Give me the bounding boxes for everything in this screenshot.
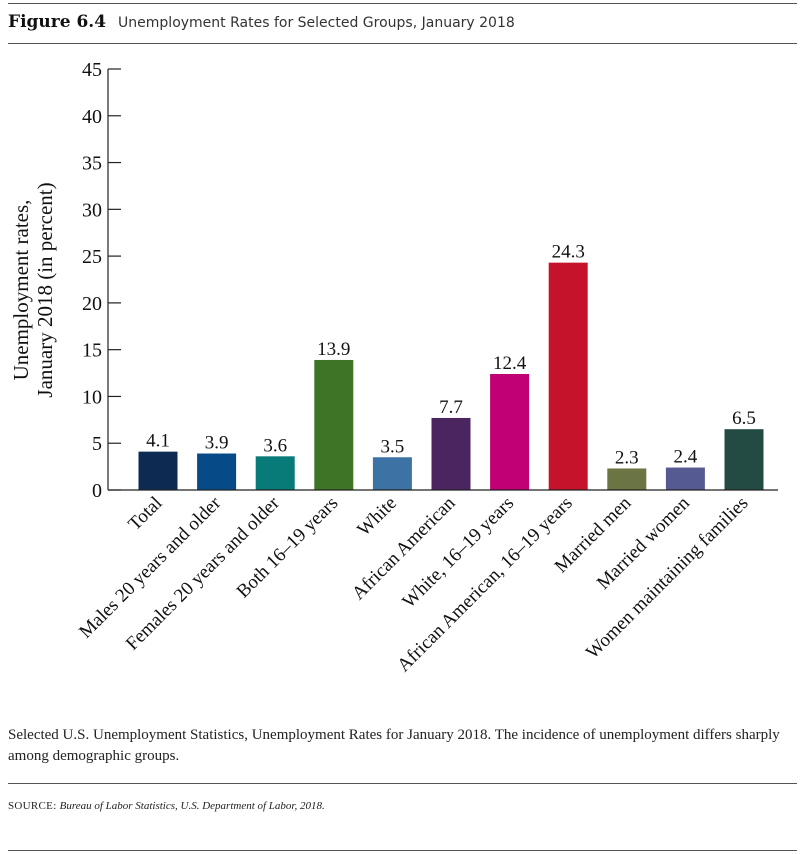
y-tick-label: 20: [82, 293, 102, 315]
source-label: SOURCE:: [8, 800, 60, 812]
y-tick-label: 30: [82, 199, 102, 221]
y-tick-label: 15: [82, 340, 102, 362]
bar: [665, 467, 705, 490]
bar: [314, 359, 354, 490]
header-rule: [8, 43, 797, 44]
x-tick-label: Total: [124, 493, 166, 535]
bar: [724, 429, 764, 490]
figure-title: Unemployment Rates for Selected Groups, …: [118, 15, 515, 31]
y-tick-label: 35: [82, 153, 102, 175]
bar-value-label: 3.9: [205, 433, 229, 454]
bar-value-label: 3.5: [381, 436, 405, 457]
y-axis-title-line-2: January 2018 (in percent): [33, 182, 57, 397]
y-tick-label: 45: [82, 59, 102, 81]
bar-value-label: 13.9: [317, 339, 350, 360]
figure-label: Figure 6.4: [8, 12, 107, 32]
bottom-rule: [8, 850, 797, 851]
figure-caption: Selected U.S. Unemployment Statistics, U…: [8, 727, 780, 764]
y-axis-title-line-1: Unemployment rates,: [9, 200, 33, 381]
x-tick-label: White: [353, 493, 401, 541]
y-tick-label: 0: [92, 480, 102, 502]
bar: [372, 457, 412, 490]
bar-value-label: 7.7: [439, 397, 463, 418]
source-text: Bureau of Labor Statistics, U.S. Departm…: [59, 800, 325, 812]
y-tick-label: 40: [82, 106, 102, 128]
bar: [431, 417, 471, 490]
bar: [548, 262, 588, 490]
y-axis-title: Unemployment rates, January 2018 (in per…: [9, 182, 57, 397]
x-tick-label: African American: [348, 492, 460, 604]
y-tick-label: 5: [92, 433, 102, 455]
y-tick-label: 25: [82, 246, 102, 268]
bar: [255, 456, 295, 490]
x-tick-label: White, 16–19 years: [398, 493, 518, 613]
bar-value-label: 3.6: [263, 435, 287, 456]
bar: [607, 468, 647, 490]
bar-value-label: 24.3: [552, 242, 585, 263]
bar-value-label: 2.3: [615, 447, 639, 468]
bar-value-label: 6.5: [732, 408, 756, 429]
source-note: SOURCE: Bureau of Labor Statistics, U.S.…: [8, 800, 325, 812]
bars: 4.1 3.9 3.6 13.9 3.5 7.7 12.4 24.3 2.3 2.4 6.5: [138, 242, 764, 490]
bar-value-label: 12.4: [493, 353, 527, 374]
bar: [490, 373, 530, 490]
top-rule: [8, 3, 797, 4]
bar: [138, 451, 178, 490]
bar-value-label: 2.4: [674, 447, 698, 468]
bar: [197, 453, 237, 490]
bar-value-label: 4.1: [146, 431, 170, 452]
y-tick-label: 10: [82, 386, 102, 408]
y-axis-ticks: 0 5 10 15 20 25 30 35 40 45: [82, 59, 121, 502]
caption-rule: [8, 783, 797, 784]
x-tick-label: Both 16–19 years: [233, 493, 343, 603]
bar-chart: Unemployment rates, January 2018 (in per…: [9, 59, 778, 676]
figure-header: Figure 6.4 Unemployment Rates for Selecte…: [8, 12, 515, 38]
